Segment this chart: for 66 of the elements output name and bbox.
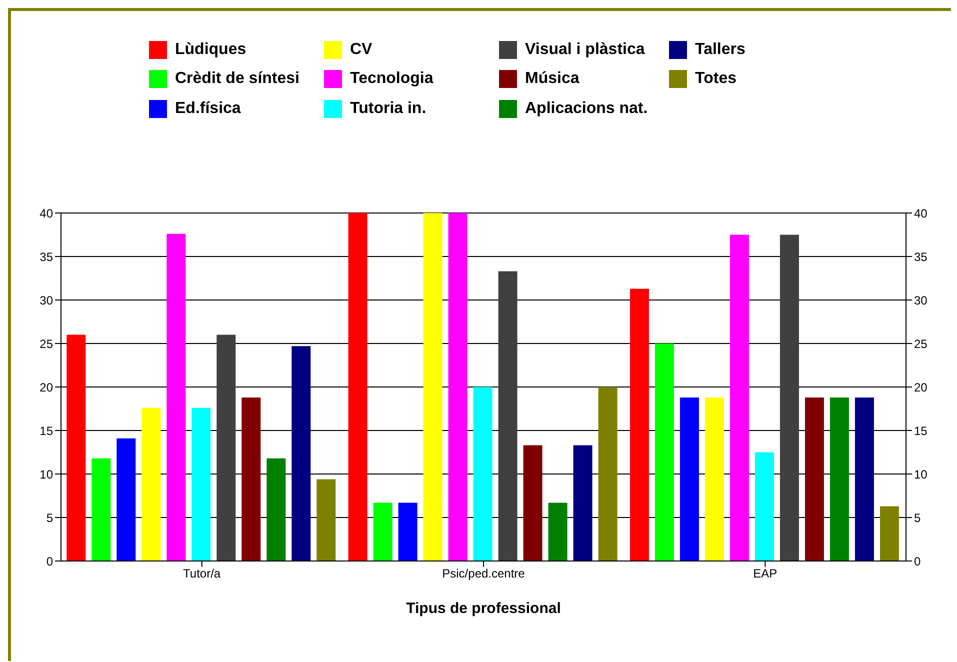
- bar: [348, 213, 368, 561]
- x-tick-label: Tutor/a: [183, 566, 221, 581]
- bar: [704, 397, 724, 561]
- x-tick-label: EAP: [753, 566, 778, 581]
- y-tick-label: 25: [40, 336, 54, 351]
- bar: [423, 213, 442, 561]
- bar: [66, 334, 86, 561]
- legend-label: Crèdit de síntesi: [175, 70, 300, 88]
- bar: [266, 458, 286, 561]
- legend-label: Música: [525, 70, 580, 88]
- y2-tick-label: 20: [914, 380, 928, 394]
- legend-label: Lùdiques: [175, 40, 246, 59]
- bar: [830, 397, 849, 561]
- x-axis-title: Tipus de professional: [406, 600, 561, 617]
- y-tick-label: 40: [40, 206, 54, 220]
- y-tick-label: 30: [40, 293, 54, 308]
- y-tick-label: 0: [46, 554, 54, 568]
- bar: [316, 479, 336, 561]
- legend-label: Tutoria in.: [350, 100, 426, 118]
- x-tick-label: Psic/ped.centre: [442, 566, 526, 581]
- y-tick-label: 35: [40, 250, 54, 264]
- y2-tick-label: 35: [914, 250, 928, 264]
- y2-tick-label: 40: [914, 206, 928, 220]
- legend-label: CV: [350, 40, 372, 59]
- bar: [680, 397, 699, 561]
- bar: [573, 445, 592, 561]
- y-tick-label: 20: [40, 380, 54, 394]
- bar: [142, 408, 161, 561]
- bar: [398, 502, 418, 561]
- bar: [473, 387, 492, 561]
- y-tick-label: 5: [46, 510, 54, 525]
- legend-label: Ed.física: [175, 100, 241, 118]
- bar: [780, 234, 799, 561]
- bar: [630, 288, 649, 561]
- bar: [548, 502, 568, 561]
- bar: [598, 387, 618, 561]
- y2-tick-label: 5: [914, 510, 921, 525]
- bar: [373, 502, 392, 561]
- bar: [448, 213, 468, 561]
- bar: [116, 438, 136, 561]
- bar: [192, 408, 211, 561]
- bar: [523, 445, 542, 561]
- y-tick-label: 10: [40, 467, 54, 482]
- legend-label: Aplicacions nat.: [525, 100, 648, 118]
- bar: [804, 397, 824, 561]
- y2-tick-label: 0: [914, 554, 921, 568]
- y2-tick-label: 15: [914, 424, 928, 438]
- legend-label: Tallers: [695, 40, 746, 59]
- bar: [292, 346, 311, 561]
- y2-tick-label: 25: [914, 336, 928, 351]
- bar: [754, 452, 774, 561]
- y2-tick-label: 10: [914, 467, 928, 482]
- legend-label: Tecnologia: [350, 70, 434, 88]
- bar: [854, 397, 874, 561]
- bar: [654, 344, 674, 561]
- bar: [880, 506, 899, 561]
- bar: [216, 334, 236, 561]
- y2-tick-label: 30: [914, 293, 928, 308]
- bar: [242, 397, 261, 561]
- legend-label: Visual i plàstica: [525, 40, 645, 59]
- legend-label: Totes: [695, 70, 736, 88]
- bar: [166, 234, 186, 561]
- bar: [730, 234, 749, 561]
- bar: [92, 458, 111, 561]
- y-tick-label: 15: [40, 424, 54, 438]
- bar: [498, 271, 518, 561]
